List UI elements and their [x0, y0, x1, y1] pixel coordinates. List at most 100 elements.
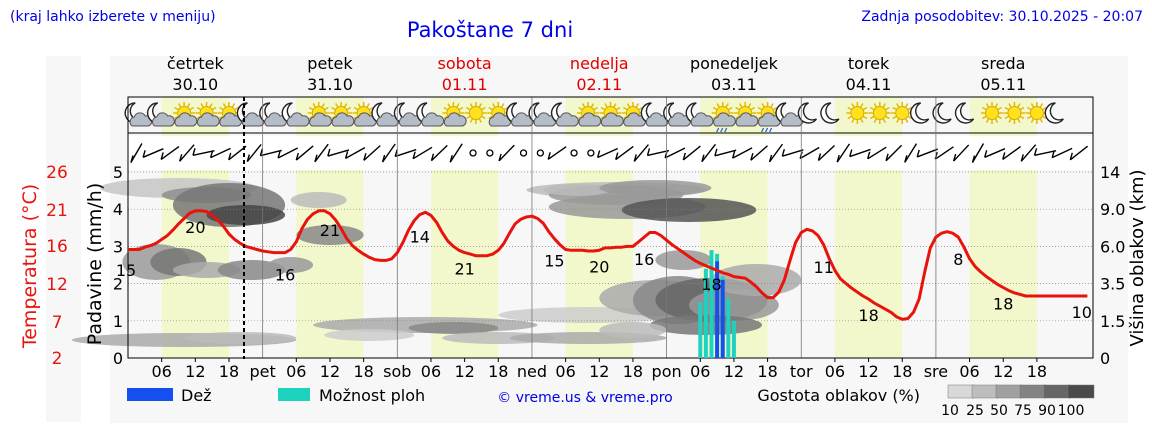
hour-tick-label: 18 [757, 362, 777, 381]
sun-ray [222, 103, 227, 108]
wind-barb-flag [327, 148, 331, 157]
sun-ray [465, 115, 471, 120]
cloud-shape [376, 112, 400, 127]
cloud-height-tick-label: 14 [1100, 163, 1120, 182]
cloud-blob [599, 180, 712, 196]
last-update: Zadnja posodobitev: 30.10.2025 - 20:07 [861, 9, 1143, 25]
x-axis: 06 12 18 06 12 18 pet 06 12 18 sob 06 12 18 ned 06 12 18 p… [151, 358, 1047, 381]
precip-tick-label: 0 [113, 349, 123, 368]
day-abbrev-label: sob [383, 362, 411, 381]
sun-ray [863, 115, 868, 120]
sun-ray [716, 103, 720, 108]
sun-ray [308, 106, 314, 111]
sun-ray [353, 115, 358, 120]
sun-ray [465, 106, 471, 111]
cloud-shape [735, 112, 759, 127]
sun-ray [459, 106, 464, 111]
temperature-line [128, 209, 1088, 321]
cloud-shape [757, 112, 781, 127]
day-date: 31.10 [307, 75, 353, 94]
wind-barb-flag [1051, 150, 1055, 158]
sun-ray [907, 106, 913, 111]
cloud-shape [264, 112, 288, 127]
density-swatch [971, 384, 999, 399]
wind-barb-flag [714, 148, 718, 157]
wind-barb [363, 145, 381, 161]
wind-barb [1051, 147, 1073, 159]
day-abbrev-label: pon [652, 362, 682, 381]
wind-barb [768, 143, 784, 163]
day-date: 03.11 [711, 75, 757, 94]
sun-ray [982, 106, 987, 111]
temperature-axis-title: Temperatura (°C) [19, 184, 41, 349]
wind-barb [984, 148, 1006, 158]
wind-barb [836, 143, 851, 163]
sun-ray [1042, 115, 1047, 120]
sun-ray [735, 115, 740, 120]
temperature-label: 21 [320, 221, 340, 240]
sun-ray [469, 118, 473, 123]
precip-tick-label: 4 [113, 200, 123, 219]
rain-drop [765, 127, 769, 133]
wind-barb [345, 147, 366, 159]
sun-ray [488, 115, 493, 120]
sun-cloud-icon [195, 102, 220, 127]
cloud-shape [488, 112, 512, 127]
sun-icon [868, 102, 891, 124]
cloud-shape [152, 112, 175, 127]
hour-tick-label: 12 [724, 362, 744, 381]
wind-calm-mark [519, 149, 528, 157]
wind-barb-flag [295, 152, 299, 161]
sun-ray [623, 106, 628, 111]
cloud-blob [621, 198, 757, 222]
legend: Dež Možnost ploh © vreme.us & vreme.pro … [127, 384, 1095, 419]
sun-ray [335, 103, 339, 108]
precip-tick-label: 1 [113, 312, 123, 331]
wind-barb-flag [984, 150, 988, 158]
wind-barb [817, 144, 836, 162]
sun-disc [985, 106, 1000, 120]
wind-barb [867, 146, 887, 160]
cloud-blob [655, 250, 712, 270]
density-tick-label: 10 [941, 403, 959, 419]
sun-ray [369, 106, 374, 111]
sun-icon [891, 102, 914, 124]
cloud-height-axis-title: Višina oblakov (km) [1127, 169, 1148, 346]
wind-barb-flag [547, 152, 551, 160]
wind-calm-mark [587, 149, 595, 157]
hour-tick-label: 18 [1027, 362, 1047, 381]
cloud-shape [309, 112, 332, 127]
day-name: petek [307, 54, 353, 73]
sun-ray [357, 103, 361, 108]
rain-legend-label: Dež [181, 386, 212, 405]
density-swatch [1043, 384, 1071, 399]
wind-barb-flag [701, 154, 705, 162]
sun-disc [1029, 106, 1044, 120]
hour-tick-label: 06 [286, 362, 306, 381]
temperature-label: 11 [814, 258, 834, 277]
wind-barb-flag [259, 148, 264, 156]
precipitation-bars [698, 250, 736, 358]
sun-ray [994, 118, 999, 123]
wind-barb [382, 143, 396, 163]
credit-link[interactable]: © vreme.us & vreme.pro [497, 390, 672, 406]
cloud-shape [556, 112, 579, 127]
sun-ray [869, 115, 875, 120]
hour-tick-label: 12 [589, 362, 609, 381]
sun-ray [1030, 103, 1035, 108]
cloud-shape [668, 112, 692, 127]
sun-ray [366, 103, 370, 108]
location-hint[interactable]: (kraj lahko izberete v meniju) [10, 9, 216, 25]
day-abbrev-label: tor [790, 362, 813, 381]
wind-barb-flag [381, 154, 386, 163]
rain-drop [769, 127, 773, 133]
wind-barb-flag [885, 153, 889, 161]
wind-barb-flag [836, 154, 840, 163]
sun-ray [234, 106, 239, 111]
sun-ray [443, 115, 448, 120]
temperature-label: 8 [953, 250, 963, 269]
hour-tick-label: 18 [892, 362, 912, 381]
wind-barb [885, 144, 903, 162]
wind-barb [971, 143, 985, 163]
rain-drop [720, 127, 724, 133]
